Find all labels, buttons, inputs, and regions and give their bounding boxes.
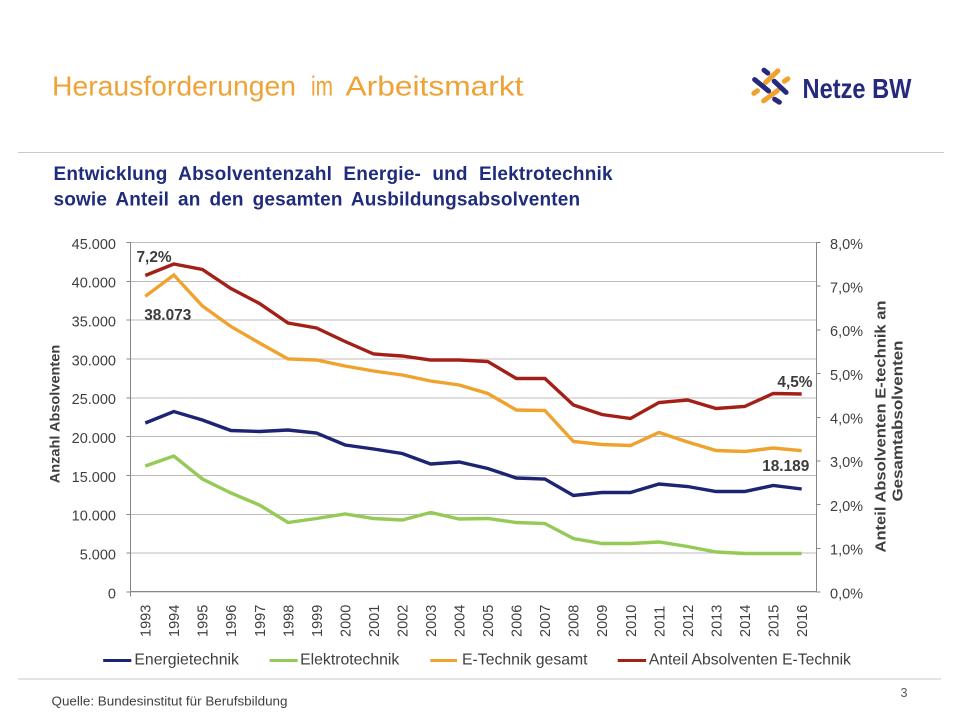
svg-text:Entwicklung Absolventenzahl En: Entwicklung Absolventenzahl Energie- und… bbox=[54, 164, 613, 185]
svg-text:2006: 2006 bbox=[510, 605, 526, 637]
svg-text:im: im bbox=[311, 71, 333, 102]
svg-text:2015: 2015 bbox=[767, 605, 783, 637]
svg-text:2000: 2000 bbox=[338, 605, 354, 637]
svg-text:2013: 2013 bbox=[709, 605, 725, 637]
svg-text:25.000: 25.000 bbox=[72, 392, 116, 408]
svg-text:18.189: 18.189 bbox=[762, 458, 809, 475]
svg-text:40.000: 40.000 bbox=[72, 276, 116, 292]
svg-text:45.000: 45.000 bbox=[72, 237, 116, 253]
svg-text:Herausforderungen: Herausforderungen bbox=[52, 71, 296, 102]
svg-text:Anzahl Absolventen: Anzahl Absolventen bbox=[47, 345, 63, 484]
svg-text:Arbeitsmarkt: Arbeitsmarkt bbox=[346, 71, 524, 102]
svg-text:2009: 2009 bbox=[595, 605, 611, 637]
svg-text:20.000: 20.000 bbox=[72, 431, 116, 447]
svg-text:15.000: 15.000 bbox=[72, 470, 116, 486]
svg-text:35.000: 35.000 bbox=[72, 315, 116, 331]
svg-text:1996: 1996 bbox=[224, 605, 240, 637]
svg-text:3: 3 bbox=[901, 686, 908, 700]
svg-text:2001: 2001 bbox=[367, 605, 383, 637]
svg-text:5.000: 5.000 bbox=[80, 548, 116, 564]
svg-text:10.000: 10.000 bbox=[72, 509, 116, 525]
svg-text:1994: 1994 bbox=[167, 605, 183, 637]
svg-text:6,0%: 6,0% bbox=[830, 324, 863, 340]
svg-text:1997: 1997 bbox=[253, 605, 269, 637]
svg-text:2011: 2011 bbox=[652, 606, 668, 637]
svg-text:1995: 1995 bbox=[196, 605, 212, 637]
svg-text:Gesamtabsolventen: Gesamtabsolventen bbox=[890, 341, 907, 502]
svg-text:2007: 2007 bbox=[538, 605, 554, 637]
svg-text:3,0%: 3,0% bbox=[830, 455, 863, 471]
svg-text:1999: 1999 bbox=[310, 605, 326, 637]
svg-text:Netze BW: Netze BW bbox=[803, 73, 912, 104]
svg-text:2005: 2005 bbox=[481, 605, 497, 637]
svg-text:2016: 2016 bbox=[795, 605, 811, 637]
svg-text:8,0%: 8,0% bbox=[830, 237, 863, 253]
svg-text:2,0%: 2,0% bbox=[830, 499, 863, 515]
svg-text:2002: 2002 bbox=[396, 605, 412, 637]
svg-text:2010: 2010 bbox=[624, 605, 640, 637]
svg-text:1993: 1993 bbox=[139, 605, 155, 637]
svg-text:0,0%: 0,0% bbox=[830, 586, 863, 602]
svg-text:2008: 2008 bbox=[567, 605, 583, 637]
svg-text:Quelle: Bundesinstitut für Ber: Quelle: Bundesinstitut für Berufsbildung bbox=[52, 693, 288, 708]
svg-text:4,5%: 4,5% bbox=[777, 374, 812, 391]
svg-text:0: 0 bbox=[108, 586, 116, 602]
svg-text:2003: 2003 bbox=[424, 605, 440, 637]
svg-text:1,0%: 1,0% bbox=[830, 543, 863, 559]
svg-text:5,0%: 5,0% bbox=[830, 368, 863, 384]
svg-text:Anteil Absolventen E-technik a: Anteil Absolventen E-technik an bbox=[873, 301, 890, 553]
svg-text:7,0%: 7,0% bbox=[830, 281, 863, 297]
svg-text:2014: 2014 bbox=[738, 605, 754, 637]
svg-text:2012: 2012 bbox=[681, 605, 697, 637]
svg-text:Energietechnik: Energietechnik bbox=[134, 652, 239, 669]
svg-text:2004: 2004 bbox=[453, 605, 469, 637]
svg-text:Anteil Absolventen E-Technik: Anteil Absolventen E-Technik bbox=[649, 652, 851, 669]
svg-text:E-Technik gesamt: E-Technik gesamt bbox=[462, 652, 588, 669]
svg-text:30.000: 30.000 bbox=[72, 353, 116, 369]
svg-text:1998: 1998 bbox=[281, 605, 297, 637]
svg-text:sowie Anteil an den gesamten A: sowie Anteil an den gesamten Ausbildungs… bbox=[54, 190, 581, 211]
svg-text:38.073: 38.073 bbox=[144, 307, 191, 324]
svg-text:7,2%: 7,2% bbox=[137, 249, 172, 266]
svg-text:Elektrotechnik: Elektrotechnik bbox=[300, 652, 399, 669]
svg-text:4,0%: 4,0% bbox=[830, 412, 863, 428]
